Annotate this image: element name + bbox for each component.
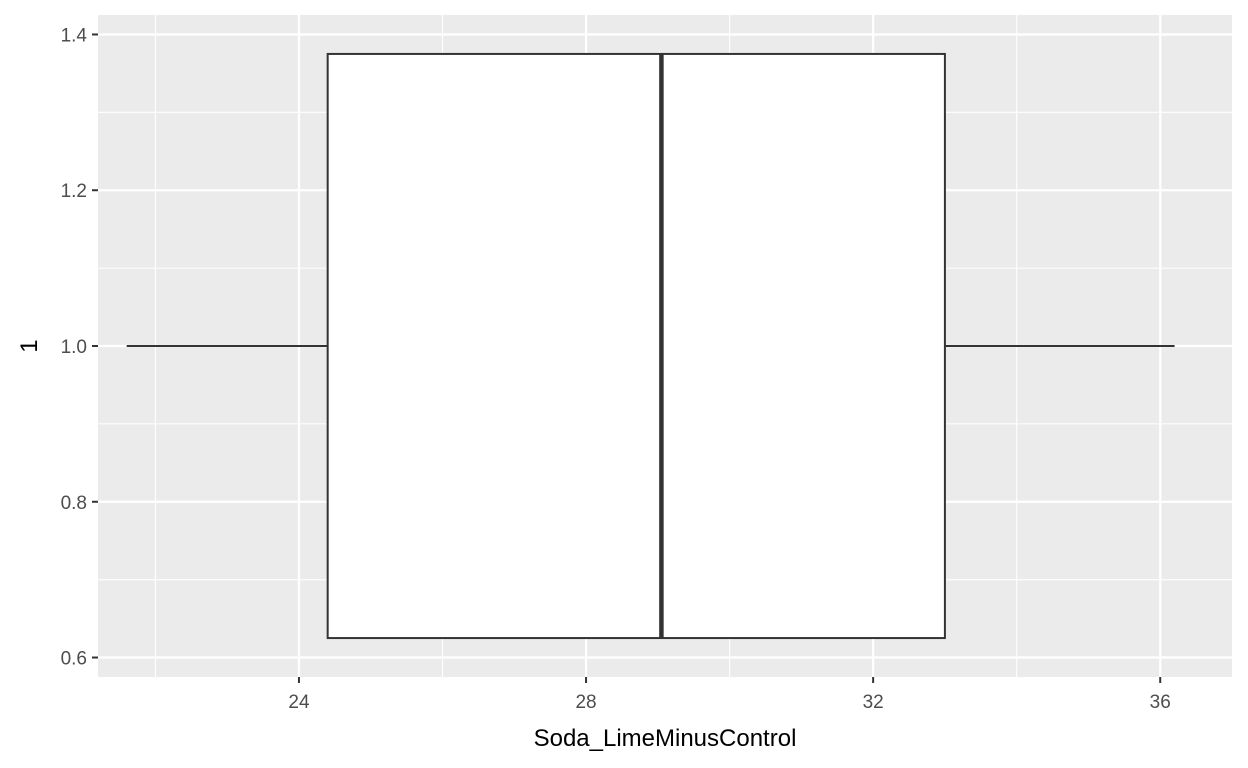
x-tick-label: 36 bbox=[1150, 692, 1171, 713]
y-tick-label: 1.0 bbox=[61, 337, 87, 358]
x-tick-label: 32 bbox=[863, 692, 884, 713]
x-tick-label: 28 bbox=[575, 692, 596, 713]
y-axis: 0.6 0.8 1.0 1.2 1.4 bbox=[61, 25, 98, 670]
y-axis-title: 1 bbox=[16, 339, 43, 352]
x-axis-title: Soda_LimeMinusControl bbox=[534, 725, 797, 752]
box-plot bbox=[126, 52, 1175, 640]
y-tick-label: 0.8 bbox=[61, 493, 87, 514]
x-tick-label: 24 bbox=[288, 692, 310, 713]
y-tick-label: 0.6 bbox=[61, 649, 87, 670]
x-axis: 24 28 32 36 bbox=[288, 677, 1171, 713]
y-tick-label: 1.2 bbox=[61, 181, 87, 202]
interquartile-box bbox=[326, 52, 946, 640]
y-tick-label: 1.4 bbox=[61, 25, 88, 46]
